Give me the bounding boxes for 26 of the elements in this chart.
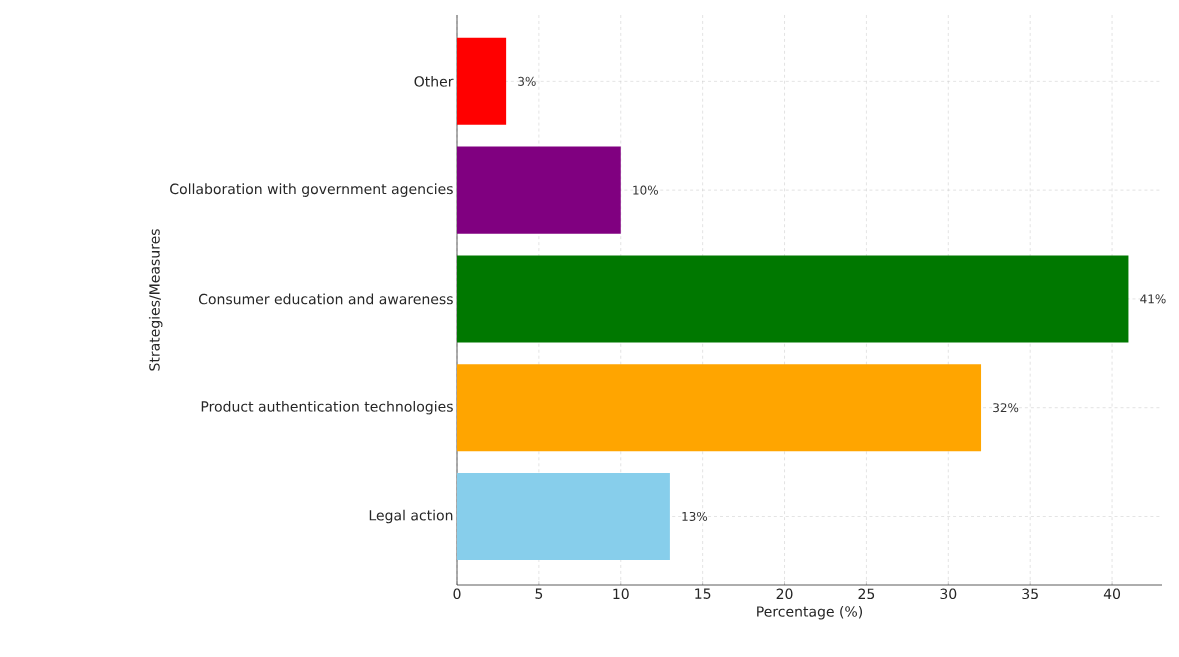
data-label: 41% xyxy=(1140,294,1166,304)
x-tick-label: 5 xyxy=(535,588,543,599)
bar xyxy=(457,146,621,234)
x-tick-label: 15 xyxy=(695,588,711,599)
y-tick-label: Consumer education and awareness xyxy=(198,293,453,305)
y-tick-label: Other xyxy=(414,75,454,87)
x-tick-label: 40 xyxy=(1103,588,1121,600)
x-axis-title: Percentage (%) xyxy=(757,605,863,620)
data-label: 13% xyxy=(682,511,708,522)
y-tick-label: Product authentication technologies xyxy=(201,400,453,415)
data-label: 32% xyxy=(993,403,1019,413)
data-label: 3% xyxy=(518,76,536,86)
x-tick-label: 10 xyxy=(613,588,629,600)
y-axis-title: Strategies/Measures xyxy=(148,229,163,371)
bar xyxy=(457,472,670,560)
x-tick-label: 20 xyxy=(776,588,793,600)
bar xyxy=(457,364,982,452)
bar xyxy=(457,37,507,125)
x-tick-label: 30 xyxy=(940,588,957,600)
bar xyxy=(457,255,1129,343)
y-tick-label: Collaboration with government agencies xyxy=(170,183,453,197)
x-tick-label: 25 xyxy=(858,588,875,600)
y-tick-label: Legal action xyxy=(369,509,453,524)
x-tick-label: 35 xyxy=(1022,588,1038,600)
data-label: 10% xyxy=(633,185,658,195)
x-tick-label: 0 xyxy=(453,588,461,600)
